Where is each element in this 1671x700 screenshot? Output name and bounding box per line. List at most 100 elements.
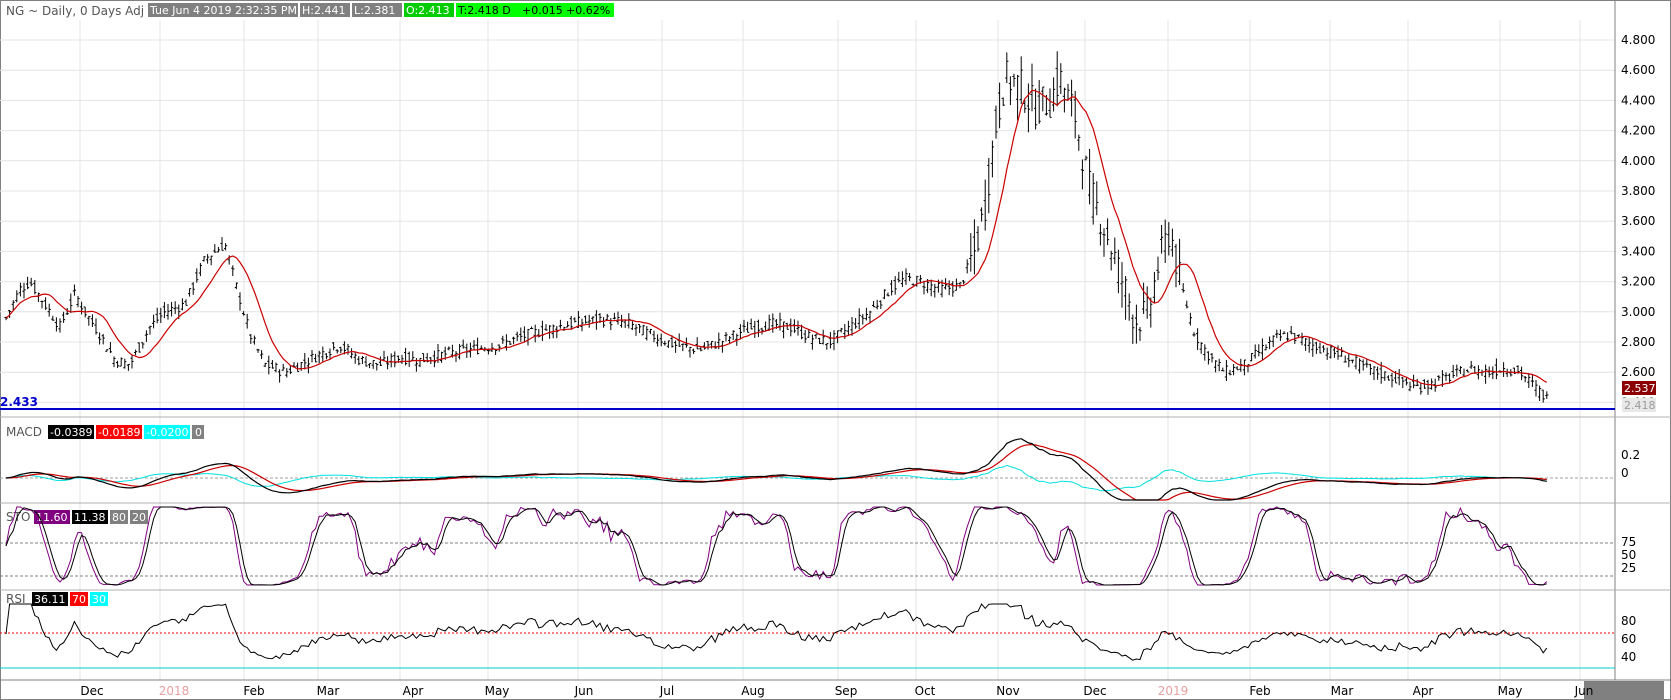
ohlc-bar bbox=[69, 293, 73, 313]
ohlc-bar bbox=[54, 317, 58, 332]
ohlc-bar bbox=[1091, 173, 1095, 225]
ohlc-bar bbox=[1332, 347, 1336, 358]
ohlc-bar bbox=[62, 311, 66, 323]
macd-zero-badge: 0 bbox=[195, 426, 202, 439]
ohlc-bar bbox=[1350, 359, 1354, 364]
ohlc-bar bbox=[1466, 369, 1470, 373]
ohlc-bar bbox=[1271, 335, 1275, 347]
ohlc-bar bbox=[814, 333, 818, 339]
ohlc-bar bbox=[861, 314, 865, 325]
ohlc-bar bbox=[1419, 382, 1423, 395]
ohlc-bar bbox=[893, 276, 897, 295]
macd-signal-value: -0.0189 bbox=[98, 426, 140, 439]
x-label-sep: Sep bbox=[835, 684, 858, 698]
ohlc-bar bbox=[1106, 218, 1110, 246]
ohlc-bar bbox=[1152, 271, 1156, 304]
sto-upper-level: 80 bbox=[112, 511, 126, 524]
ohlc-bar bbox=[382, 350, 386, 362]
ohlc-bar bbox=[1311, 338, 1315, 357]
ohlc-bar bbox=[22, 282, 26, 299]
ohlc-bar bbox=[1026, 83, 1030, 133]
ohlc-bar bbox=[1455, 364, 1459, 377]
ohlc-bar bbox=[18, 282, 22, 297]
rsi-tick-40: 40 bbox=[1621, 650, 1636, 664]
ohlc-bar bbox=[659, 333, 663, 347]
ohlc-bar bbox=[357, 356, 361, 366]
ohlc-bar bbox=[1484, 364, 1488, 384]
ohlc-bar bbox=[1444, 372, 1448, 381]
ohlc-bar bbox=[1368, 363, 1372, 376]
ohlc-bar bbox=[1358, 358, 1362, 374]
ohlc-bar bbox=[1160, 224, 1164, 254]
ohlc-bar bbox=[58, 318, 62, 333]
ohlc-bar bbox=[1354, 354, 1358, 370]
ohlc-bar bbox=[1088, 148, 1092, 205]
ohlc-bar bbox=[864, 307, 868, 321]
ohlc-bar bbox=[1340, 347, 1344, 357]
ohlc-bar bbox=[512, 336, 516, 345]
ohlc-bar bbox=[854, 317, 858, 329]
ohlc-bar bbox=[796, 320, 800, 336]
ohlc-bar bbox=[87, 315, 91, 326]
ohlc-bar bbox=[472, 339, 476, 351]
ohlc-bar bbox=[1314, 341, 1318, 354]
ohlc-bar bbox=[1192, 332, 1196, 337]
ohlc-bar bbox=[1541, 389, 1545, 403]
ohlc-bar bbox=[533, 324, 537, 343]
ohlc-bar bbox=[310, 350, 314, 363]
ohlc-bar bbox=[508, 340, 512, 346]
ohlc-bar bbox=[1098, 223, 1102, 246]
ohlc-bar bbox=[821, 329, 825, 345]
ohlc-bar bbox=[1070, 79, 1074, 117]
ohlc-bar bbox=[1253, 344, 1257, 359]
ohlc-bar bbox=[782, 321, 786, 339]
ohlc-bar bbox=[1242, 359, 1246, 376]
ohlc-bar bbox=[922, 280, 926, 295]
ohlc-bar bbox=[360, 355, 364, 364]
sto-k-value: 11.60 bbox=[36, 511, 68, 524]
ohlc-bar bbox=[1268, 336, 1272, 350]
ohlc-bar bbox=[40, 300, 44, 309]
ohlc-bar bbox=[44, 297, 48, 310]
ohlc-bar bbox=[1077, 134, 1081, 151]
ohlc-bar bbox=[1131, 314, 1135, 344]
ohlc-bar bbox=[1080, 159, 1084, 190]
ohlc-bar bbox=[303, 352, 307, 370]
ohlc-bar bbox=[1530, 374, 1534, 388]
ohlc-bar bbox=[1113, 237, 1117, 265]
ohlc-bar bbox=[1109, 250, 1113, 271]
ohlc-bar bbox=[249, 334, 253, 344]
ohlc-bar bbox=[688, 346, 692, 358]
ohlc-bar bbox=[1383, 371, 1387, 381]
price-tick-3.000: 3.000 bbox=[1621, 305, 1655, 319]
ohlc-bar bbox=[80, 301, 84, 315]
x-label-dec: Dec bbox=[1083, 684, 1106, 698]
x-label-mar: Mar bbox=[1331, 684, 1354, 698]
ohlc-bar bbox=[882, 289, 886, 300]
ohlc-bar bbox=[890, 280, 894, 296]
ohlc-bar bbox=[638, 324, 642, 334]
price-tick-2.800: 2.800 bbox=[1621, 335, 1655, 349]
support-line-label: 2.433 bbox=[0, 395, 38, 409]
ohlc-bar bbox=[1037, 80, 1041, 124]
ohlc-bar bbox=[1527, 373, 1531, 388]
x-label-jun: Jun bbox=[1574, 684, 1594, 698]
ohlc-bar bbox=[245, 313, 249, 329]
ohlc-bar bbox=[72, 284, 76, 296]
ohlc-bar bbox=[1138, 326, 1142, 341]
ohlc-bar bbox=[1059, 63, 1063, 95]
ohlc-bar bbox=[519, 327, 523, 342]
ohlc-bar bbox=[353, 351, 357, 364]
ohlc-bar bbox=[314, 353, 318, 363]
ohlc-bar bbox=[1055, 51, 1059, 107]
ohlc-bar bbox=[1199, 342, 1203, 354]
ohlc-bar bbox=[1167, 222, 1171, 256]
ohlc-bar bbox=[1437, 375, 1441, 381]
ohlc-bar bbox=[335, 349, 339, 354]
rsi-tick-60: 60 bbox=[1621, 632, 1636, 646]
ohlc-bar bbox=[663, 340, 667, 346]
ohlc-bar bbox=[929, 279, 933, 297]
ohlc-bar bbox=[1149, 297, 1153, 328]
macd-value: -0.0389 bbox=[50, 426, 92, 439]
ohlc-bar bbox=[850, 316, 854, 336]
